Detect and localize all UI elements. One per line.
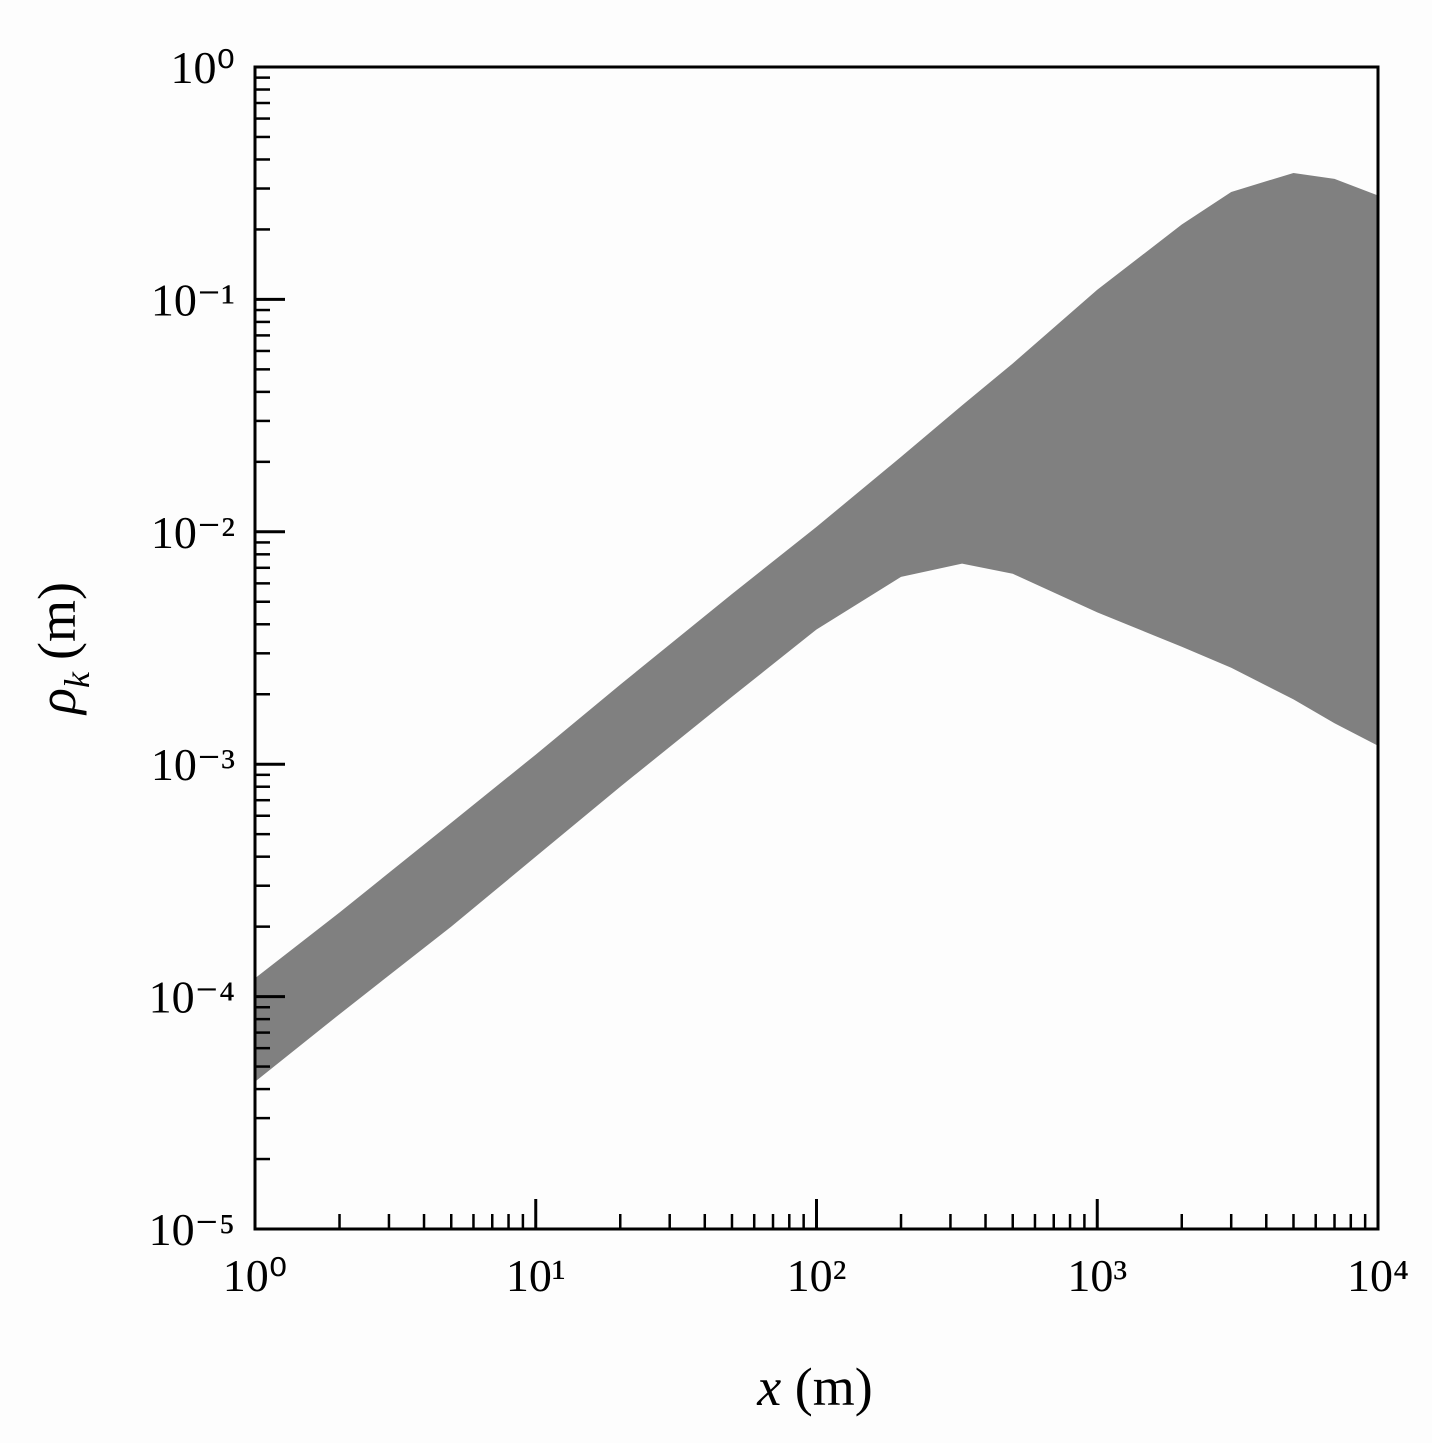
y-tick-label: 10⁻⁴ — [149, 972, 235, 1023]
y-tick-label: 10⁻¹ — [151, 274, 235, 325]
y-tick-label: 10⁻⁵ — [149, 1204, 235, 1255]
x-axis-label: x (m) — [756, 1357, 872, 1417]
x-tick-label: 10⁴ — [1347, 1250, 1409, 1301]
band-area — [255, 172, 1378, 1082]
x-label-symbol: x — [756, 1357, 781, 1417]
y-label-subscript: k — [57, 671, 97, 688]
x-tick-label: 10² — [787, 1250, 847, 1301]
plot-frame — [253, 65, 1380, 1231]
x-label-unit: (m) — [795, 1357, 873, 1417]
x-tick-label: 10³ — [1067, 1250, 1127, 1301]
y-axis-label: ρk (m) — [27, 582, 97, 716]
x-tick-label: 10¹ — [506, 1250, 566, 1301]
y-tick-label: 10⁻² — [151, 507, 235, 558]
y-label-unit: (m) — [27, 582, 87, 660]
y-tick-label: 10⁰ — [171, 42, 235, 93]
x-tick-label: 10⁰ — [223, 1250, 287, 1301]
y-tick-label: 10⁻³ — [151, 739, 235, 790]
y-label-symbol: ρ — [27, 688, 87, 716]
